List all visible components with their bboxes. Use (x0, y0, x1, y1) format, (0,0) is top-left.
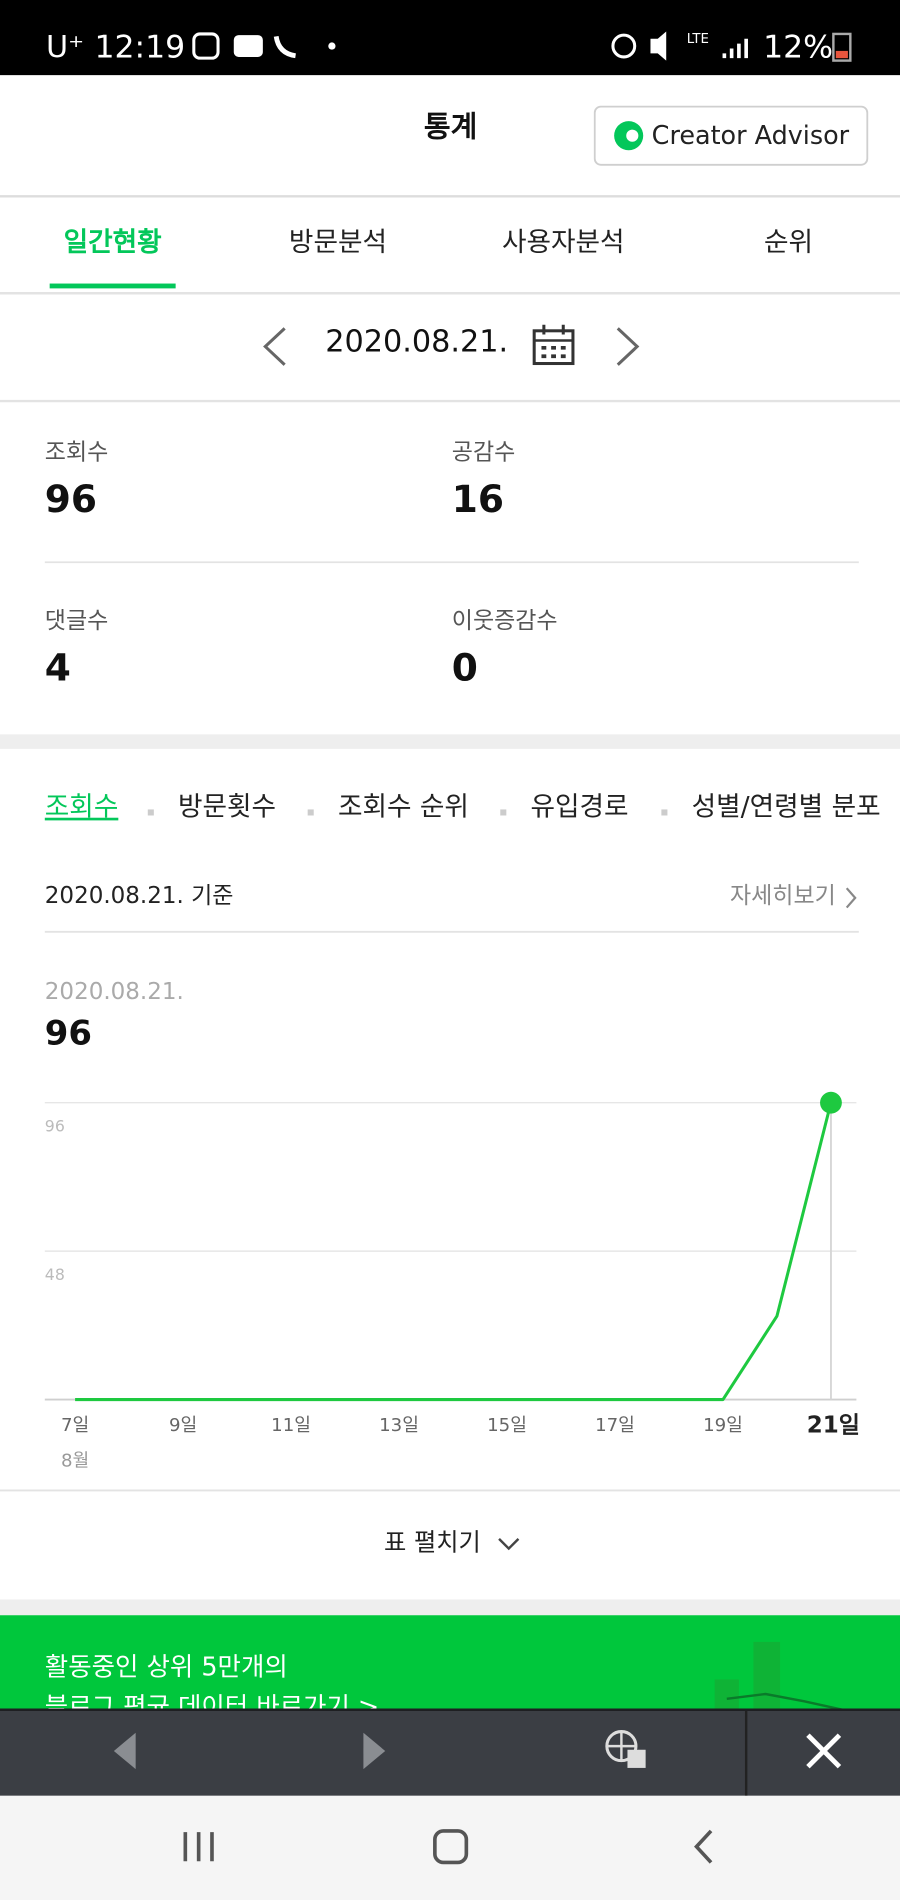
stat-label: 댓글수 (45, 608, 108, 634)
stat-value: 0 (452, 646, 478, 690)
back-button[interactable] (694, 1829, 713, 1864)
tab[interactable]: 방문분석 (289, 227, 387, 258)
expand-table-button[interactable]: 표 펼치기 (384, 1529, 481, 1557)
banner-line: 활동중인 상위 5만개의 (45, 1652, 288, 1682)
clock: 12:19 (94, 29, 185, 65)
browser-close[interactable] (806, 1733, 842, 1769)
blog-icon (233, 35, 263, 57)
browser-back[interactable] (113, 1732, 136, 1770)
stat-value: 96 (45, 477, 97, 521)
y-tick-label: 48 (45, 1265, 65, 1284)
x-tick-label: 9일 (169, 1415, 197, 1436)
x-tick-label: 15일 (487, 1415, 527, 1436)
expand-chevron (498, 1538, 520, 1551)
line-series (75, 1102, 833, 1402)
x-tick-label: 17일 (595, 1415, 635, 1436)
browser-forward[interactable] (363, 1732, 386, 1770)
system-nav (0, 1795, 900, 1900)
basis-date: 2020.08.21. 기준 (45, 883, 234, 909)
x-tick-label: 7일 (61, 1415, 89, 1436)
instagram-icon (192, 32, 220, 60)
tab[interactable]: 일간현황 (64, 227, 162, 258)
signal-icon (722, 38, 748, 59)
battery-level: 12% (763, 29, 833, 65)
selected-point (820, 1091, 842, 1114)
sub-tab-separator (307, 809, 314, 816)
browser-bar (0, 1708, 900, 1796)
sub-tab-separator (147, 809, 154, 816)
sub-tab[interactable]: 조회수 (45, 792, 119, 823)
x-tick-label: 11일 (271, 1415, 311, 1436)
creator-advisor-logo-inner (626, 129, 639, 142)
battery-fill (835, 50, 848, 59)
next-date-button[interactable] (616, 327, 640, 366)
chart-selected-date: 2020.08.21. (45, 979, 184, 1005)
chart-selected-value: 96 (45, 1013, 92, 1052)
tab[interactable]: 사용자분석 (502, 227, 625, 258)
network-type: LTE (687, 32, 709, 47)
sub-tab[interactable]: 조회수 순위 (338, 792, 469, 823)
dot-icon (328, 42, 336, 50)
stat-value: 16 (452, 477, 504, 521)
sub-tab-separator (661, 809, 668, 816)
call-icon (273, 35, 297, 59)
browser-web-button[interactable] (605, 1730, 646, 1768)
creator-advisor-label: Creator Advisor (652, 120, 850, 150)
y-tick-label: 96 (45, 1116, 65, 1135)
x-month-label: 8월 (61, 1450, 89, 1471)
carrier: U⁺ (46, 30, 84, 65)
home-button[interactable] (433, 1829, 469, 1865)
prev-date-button[interactable] (263, 327, 286, 366)
x-tick-label: 19일 (703, 1415, 743, 1436)
banner[interactable]: 활동중인 상위 5만개의 블로그 평균 데이터 바로가기 > (0, 1615, 900, 1722)
recents-button[interactable] (183, 1832, 214, 1862)
sub-tab[interactable]: 유입경로 (531, 792, 629, 823)
current-date: 2020.08.21. (325, 324, 508, 359)
page-title: 통계 (424, 109, 477, 143)
sub-tab[interactable]: 성별/연령별 분포 (692, 792, 881, 823)
x-tick-label: 21일 (807, 1413, 860, 1439)
sub-tab-separator (500, 809, 507, 816)
section-gap (0, 1599, 900, 1616)
more-link[interactable]: 자세히보기 (730, 883, 836, 909)
calendar-button[interactable] (532, 324, 575, 366)
x-tick-label: 13일 (379, 1415, 419, 1436)
section-gap (0, 734, 900, 749)
stat-label: 공감수 (452, 440, 515, 466)
sub-tab[interactable]: 방문횟수 (178, 792, 276, 823)
creator-advisor-button[interactable] (593, 105, 869, 166)
stat-label: 이웃증감수 (452, 608, 558, 634)
tab[interactable]: 순위 (764, 227, 813, 258)
alarm-icon (611, 33, 637, 59)
stat-value: 4 (45, 646, 71, 690)
tab-indicator (49, 283, 176, 289)
status-bar (0, 0, 900, 76)
battery-icon (832, 32, 852, 62)
more-chevron (845, 887, 857, 909)
stat-label: 조회수 (45, 440, 108, 466)
